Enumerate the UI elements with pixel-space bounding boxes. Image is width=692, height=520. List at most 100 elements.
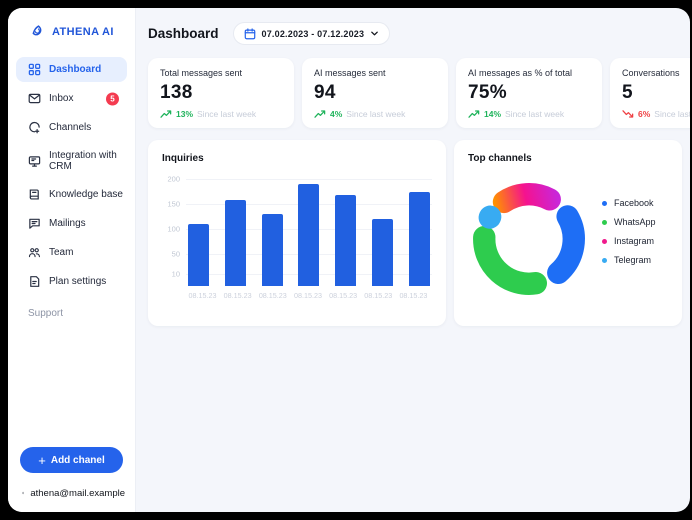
add-channel-label: Add chanel [50,454,105,466]
bar[interactable] [298,184,320,286]
sidebar-item-label: Integration with CRM [49,150,117,172]
stat-value: 94 [314,82,336,103]
legend-item-whatsapp[interactable]: WhatsApp [602,217,656,227]
plot-area [186,174,432,286]
team-icon [28,246,41,259]
account-email: athena@mail.example [30,487,125,499]
page-title: Dashboard [148,26,219,41]
sidebar-item-dashboard[interactable]: Dashboard [16,57,127,82]
dashboard-icon [28,63,41,76]
sidebar-item-mailings[interactable]: Mailings [16,211,127,236]
trend-down-icon [622,110,634,118]
x-tick-label: 08.15.23 [223,291,252,300]
legend-label: Telegram [614,255,652,265]
calendar-icon [244,27,255,39]
account-row[interactable]: athena@mail.example [8,473,135,512]
add-channel-button[interactable]: + Add chanel [20,447,123,473]
trend-up-icon [160,110,172,118]
donut-segment-facebook[interactable] [547,204,585,284]
legend-label: WhatsApp [614,217,656,227]
legend-item-instagram[interactable]: Instagram [602,236,656,246]
donut-wrap: Facebook WhatsApp Instagram Telegram [468,164,668,313]
x-tick-label: 08.15.23 [258,291,287,300]
top-channels-panel: Top channels Facebook WhatsApp Instagram Te… [454,140,682,326]
sidebar-item-label: Knowledge base [49,189,123,200]
logo: ATHENA AI [8,8,135,53]
sidebar-nav: Dashboard Inbox 5 Channels [8,53,135,294]
stat-caption: Since last week [505,109,565,119]
sidebar-item-label: Mailings [49,218,86,229]
x-tick-label: 08.15.23 [399,291,428,300]
legend-label: Facebook [614,198,654,208]
user-avatar-icon [22,491,25,495]
inbox-icon [28,92,41,105]
stat-change: 4% [330,109,343,119]
plus-icon: + [38,452,46,468]
bar[interactable] [188,224,209,286]
stat-change: 13% [176,109,194,119]
channels-icon [28,121,41,134]
legend-item-facebook[interactable]: Facebook [602,198,656,208]
bar[interactable] [335,195,357,286]
x-tick-label: 08.15.23 [293,291,322,300]
stat-caption: Since last week [346,109,406,119]
main-content: Dashboard 07.02.2023 - 07.12.2023 Total … [136,8,690,512]
x-axis: 08.15.23 08.15.23 08.15.23 08.15.23 08.15.23… [186,291,430,300]
y-axis: 200 150 100 50 10 [162,174,186,286]
stat-value: 138 [160,82,193,103]
donut-legend: Facebook WhatsApp Instagram Telegram [602,198,656,265]
y-tick-label: 150 [167,199,180,209]
stat-value: 75% [468,82,507,103]
stat-card-total-messages: Total messages sent 138 13% Since last w… [148,58,294,128]
knowledge-base-icon [28,188,41,201]
main-header: Dashboard 07.02.2023 - 07.12.2023 [148,22,690,45]
sidebar-item-team[interactable]: Team [16,240,127,265]
sidebar-item-label: Inbox [49,93,74,104]
app-name: ATHENA AI [52,25,114,38]
bar[interactable] [224,200,246,286]
inquiries-bar-chart: 200 150 100 50 10 [162,174,432,286]
plan-settings-icon [28,275,41,288]
date-range-picker[interactable]: 07.02.2023 - 07.12.2023 [232,22,391,45]
date-range-value: 07.02.2023 - 07.12.2023 [261,28,365,39]
sidebar-section-support[interactable]: Support [28,308,64,319]
stat-title: AI messages as % of total [468,68,573,78]
stat-title: Total messages sent [160,68,243,78]
legend-dot [602,257,607,263]
athena-logo-icon [32,25,42,36]
sidebar-item-label: Channels [49,122,92,133]
stat-title: Conversations [622,68,680,78]
y-tick-label: 50 [171,249,180,259]
sidebar-item-label: Team [49,247,74,258]
stat-change: 6% [638,109,651,119]
sidebar-item-label: Dashboard [49,64,102,75]
stat-title: AI messages sent [314,68,386,78]
sidebar-item-channels[interactable]: Channels [16,115,127,140]
sidebar-item-inbox[interactable]: Inbox 5 [16,86,127,111]
trend-up-icon [468,110,480,118]
legend-label: Instagram [614,236,655,246]
stat-card-conversations: Conversations 5 6% Since last week [610,58,690,128]
sidebar-spacer [8,319,135,447]
bar[interactable] [408,191,430,286]
top-channels-donut-chart [473,182,585,295]
chevron-down-icon [371,31,379,36]
y-tick-label: 100 [167,224,180,234]
x-tick-label: 08.15.23 [188,291,217,300]
sidebar-item-integration-crm[interactable]: Integration with CRM [16,144,127,178]
sidebar-item-knowledge-base[interactable]: Knowledge base [16,182,127,207]
crm-monitor-icon [28,155,41,168]
top-channels-title: Top channels [468,153,532,164]
y-tick-label: 10 [171,269,180,279]
sidebar-item-plan-settings[interactable]: Plan settings [16,269,127,294]
bar[interactable] [372,219,394,286]
donut-segment-whatsapp[interactable] [473,225,547,295]
bar[interactable] [261,214,283,286]
app-window: ATHENA AI Dashboard Inbox 5 [8,8,690,512]
stat-card-ai-messages: AI messages sent 94 4% Since last week [302,58,448,128]
x-tick-label: 08.15.23 [329,291,358,300]
legend-item-telegram[interactable]: Telegram [602,255,656,265]
y-tick-label: 200 [167,174,180,184]
donut-segment-instagram[interactable] [492,182,561,213]
legend-dot [602,200,607,206]
